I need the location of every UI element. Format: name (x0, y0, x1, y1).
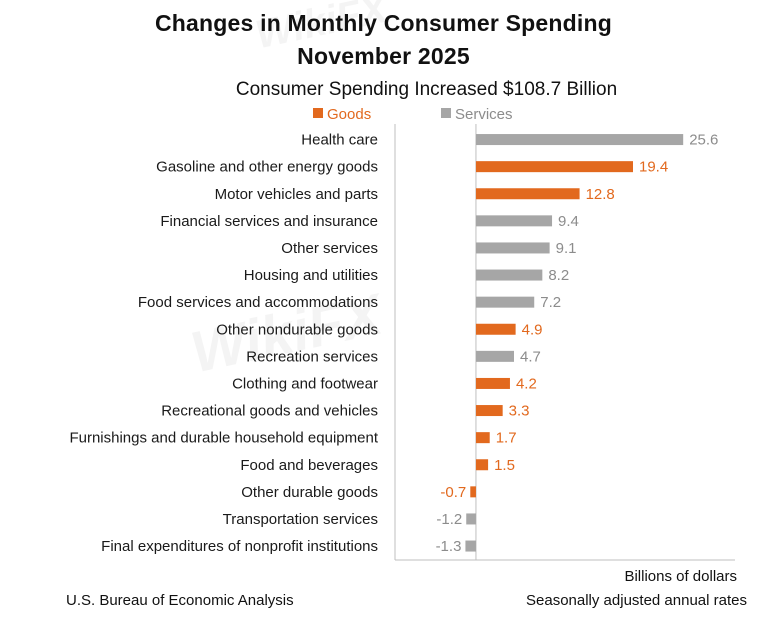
bar (475, 405, 503, 417)
category-label: Clothing and footwear (232, 375, 378, 392)
category-label: Food and beverages (240, 457, 378, 474)
legend-label-goods: Goods (327, 106, 371, 123)
category-label: Other durable goods (241, 484, 378, 501)
category-label: Motor vehicles and parts (215, 186, 378, 203)
data-label: 4.9 (522, 321, 543, 338)
category-label: Health care (301, 132, 378, 149)
category-label: Other nondurable goods (216, 321, 378, 338)
legend-label-services: Services (455, 106, 513, 123)
bar (475, 161, 633, 173)
bar (470, 486, 476, 498)
category-label: Food services and accommodations (138, 294, 378, 311)
bar (465, 540, 476, 552)
category-label: Final expenditures of nonprofit institut… (101, 538, 378, 555)
data-label: -0.7 (440, 484, 466, 501)
bar (475, 242, 550, 254)
bar (475, 459, 489, 471)
data-label: 25.6 (689, 132, 718, 149)
data-label: 9.4 (558, 213, 579, 230)
data-label: 1.7 (496, 430, 517, 447)
category-label: Furnishings and durable household equipm… (69, 430, 378, 447)
bar (475, 432, 490, 444)
data-label: 9.1 (556, 240, 577, 257)
bar (475, 269, 543, 281)
bar (475, 134, 684, 146)
chart-subtitle: Consumer Spending Increased $108.7 Billi… (235, 79, 618, 100)
rates-note: Seasonally adjusted annual rates (526, 592, 747, 609)
data-label: 4.7 (520, 348, 541, 365)
chart-title-line2: November 2025 (297, 43, 470, 69)
data-label: -1.3 (436, 538, 462, 555)
category-label: Other services (281, 240, 378, 257)
category-label: Financial services and insurance (160, 213, 378, 230)
category-label: Recreational goods and vehicles (161, 403, 378, 420)
bar (475, 350, 514, 362)
bar (475, 296, 535, 308)
data-label: 4.2 (516, 375, 537, 392)
bar (466, 513, 476, 525)
data-label: 19.4 (639, 159, 668, 176)
legend-swatch-goods (313, 108, 323, 118)
legend-swatch-services (441, 108, 451, 118)
bar (475, 215, 553, 227)
category-label: Gasoline and other energy goods (156, 159, 378, 176)
bar (475, 323, 516, 335)
bar (475, 188, 580, 200)
category-label: Recreation services (246, 348, 378, 365)
data-label: 7.2 (540, 294, 561, 311)
data-label: 3.3 (509, 403, 530, 420)
category-label: Transportation services (223, 511, 378, 528)
bar (475, 377, 510, 389)
data-label: -1.2 (436, 511, 462, 528)
data-label: 1.5 (494, 457, 515, 474)
source-note: U.S. Bureau of Economic Analysis (66, 592, 294, 609)
chart-title: Changes in Monthly Consumer Spending (155, 10, 612, 36)
data-label: 12.8 (586, 186, 615, 203)
x-axis-label: Billions of dollars (624, 568, 737, 585)
data-label: 8.2 (548, 267, 569, 284)
category-label: Housing and utilities (244, 267, 378, 284)
